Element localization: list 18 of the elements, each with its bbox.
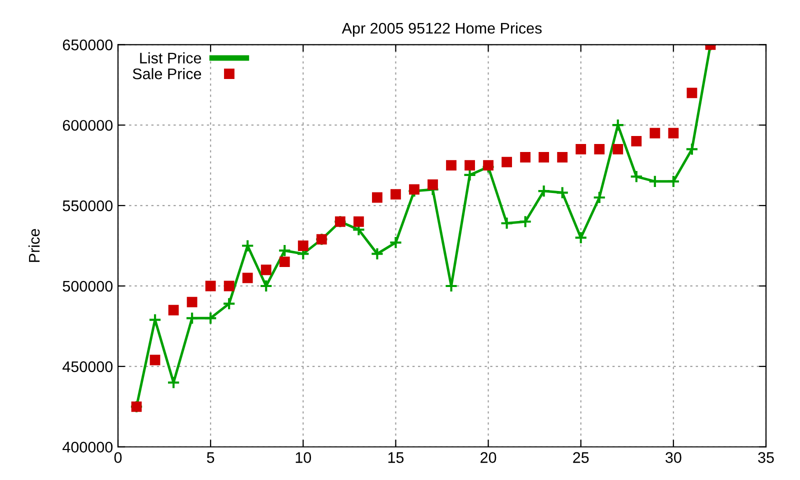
x-tick-label: 15	[388, 452, 404, 463]
x-tick-label: 30	[666, 452, 682, 463]
x-tick-label: 5	[206, 452, 214, 463]
legend-label: List Price	[140, 52, 202, 64]
x-tick-label: 20	[480, 452, 496, 463]
x-tick-label: 25	[573, 452, 589, 463]
x-tick-label: 35	[758, 452, 774, 463]
chart-title: Apr 2005 95122 Home Prices	[342, 22, 542, 37]
y-tick-label: 550000	[62, 200, 113, 212]
legend-label: Sale Price	[132, 68, 202, 80]
y-tick-label: 500000	[62, 280, 113, 292]
y-axis-title: Price	[28, 229, 40, 262]
x-tick-label: 10	[296, 452, 312, 463]
y-tick-label: 400000	[62, 442, 113, 453]
y-tick-label: 600000	[62, 120, 113, 131]
y-tick-label: 650000	[62, 40, 113, 50]
x-tick-label: 0	[114, 452, 122, 463]
y-tick-label: 450000	[62, 361, 113, 372]
